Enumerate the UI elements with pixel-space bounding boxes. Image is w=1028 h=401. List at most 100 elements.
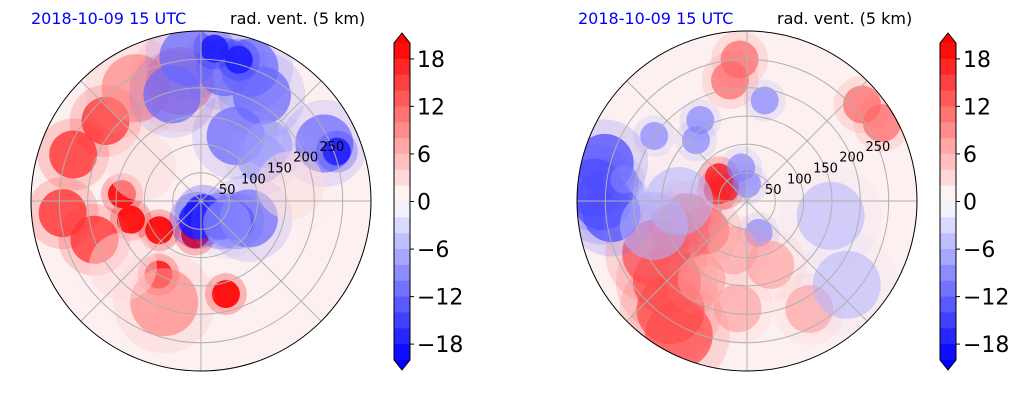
field-patch xyxy=(203,198,251,247)
colorbar-segment xyxy=(940,328,956,345)
angular-gridline xyxy=(80,200,202,322)
colorbar-tick-label: 0 xyxy=(963,191,977,216)
plot-outline xyxy=(576,30,918,372)
colorbar-segment xyxy=(394,185,410,203)
colorbar-outline xyxy=(393,32,411,371)
colorbar-segment xyxy=(394,328,410,345)
colorbar-segment xyxy=(394,58,410,76)
colorbar-segment xyxy=(394,217,410,234)
field-patch xyxy=(49,130,98,179)
chart-title: rad. vent. (5 km) xyxy=(230,9,365,28)
radial-tick-label: 150 xyxy=(267,162,292,177)
colorbar-segment xyxy=(394,264,410,282)
field-patch xyxy=(200,34,229,63)
colorbar-tick-label: 6 xyxy=(417,143,431,168)
chart-panel-right: 2018-10-09 15 UTC rad. vent. (5 km) 50 10… xyxy=(576,9,1009,372)
field-patch xyxy=(108,133,177,201)
colorbar-segment xyxy=(940,185,956,203)
colorbar-tick-label: 12 xyxy=(417,95,445,120)
field-patch xyxy=(619,191,688,260)
colorbar-segment xyxy=(940,264,956,282)
colorbar-tick-label: −6 xyxy=(963,238,995,263)
colorbar-segment xyxy=(940,43,956,60)
field-patch xyxy=(812,250,881,319)
colorbar-extend-min xyxy=(394,360,410,370)
colorbar-segment xyxy=(394,153,410,171)
colorbar-tick-label: −18 xyxy=(963,333,1009,358)
field-patch xyxy=(704,163,733,192)
colorbar-segment xyxy=(394,169,410,187)
colorbar-extend-max xyxy=(394,33,410,43)
field-patch xyxy=(709,226,758,275)
colorbar-segment xyxy=(394,280,410,298)
colorbar-segment xyxy=(940,233,956,250)
date-label: 2018-10-09 15 UTC xyxy=(578,9,733,28)
radial-tick-label: 200 xyxy=(839,151,864,166)
colorbar-segment xyxy=(394,106,410,123)
colorbar-segment xyxy=(940,58,956,76)
colorbar-segment xyxy=(394,122,410,139)
colorbar-tick-label: −12 xyxy=(963,286,1009,311)
colorbar-segment xyxy=(394,74,410,92)
colorbar-segment xyxy=(394,249,410,266)
field-patch-halo xyxy=(239,134,342,237)
radial-tick-label: 200 xyxy=(293,151,318,166)
colorbar-segment xyxy=(394,296,410,314)
colorbar: 18 12 6 0 −6 −12 −18 xyxy=(939,32,1009,371)
field-patch xyxy=(727,153,756,182)
field-patch xyxy=(750,86,779,115)
colorbar-segment xyxy=(394,312,410,329)
field-patch xyxy=(610,165,639,194)
radial-tick-label: 250 xyxy=(319,140,344,155)
colorbar-tick-label: −12 xyxy=(417,286,463,311)
date-label: 2018-10-09 15 UTC xyxy=(31,9,186,28)
colorbar-segment xyxy=(940,153,956,171)
chart-panel-left: 2018-10-09 15 UTC rad. vent. (5 km) 50 10… xyxy=(30,9,463,372)
field-patch xyxy=(863,104,901,143)
colorbar-segment xyxy=(940,217,956,234)
colorbar-segment xyxy=(940,169,956,187)
field-patch xyxy=(88,232,157,301)
angular-gridline xyxy=(746,200,868,322)
angular-gridline xyxy=(746,80,868,202)
colorbar-segment xyxy=(394,43,410,60)
field-patch xyxy=(116,205,145,234)
radial-tick-label: 250 xyxy=(865,140,890,155)
angular-gridline xyxy=(80,80,202,202)
field-patch xyxy=(130,268,199,337)
radial-tick-label: 50 xyxy=(765,183,782,198)
colorbar-tick-label: 0 xyxy=(417,191,431,216)
field-patch xyxy=(145,216,174,245)
colorbar-segment xyxy=(940,296,956,314)
field-patch xyxy=(211,280,240,309)
colorbar-segment xyxy=(394,233,410,250)
colorbar-tick-label: −18 xyxy=(417,333,463,358)
colorbar-segment xyxy=(394,138,410,155)
colorbar-segment xyxy=(940,106,956,123)
field-patch xyxy=(322,137,351,166)
colorbar-tick-label: 12 xyxy=(963,95,991,120)
colorbar-tick-label: −6 xyxy=(417,238,449,263)
colorbar-segment xyxy=(394,90,410,107)
radial-tick-label: 100 xyxy=(241,172,266,187)
field-patch xyxy=(686,106,715,134)
angular-gridline xyxy=(200,80,322,202)
colorbar-segment xyxy=(394,344,410,361)
colorbar-segment xyxy=(940,201,956,218)
field-layer xyxy=(31,31,368,354)
colorbar-extend-min xyxy=(940,360,956,370)
colorbar-outline xyxy=(939,32,957,371)
field-patch xyxy=(711,61,749,100)
colorbar: 18 12 6 0 −6 −12 −18 xyxy=(393,32,463,371)
field-patch-halo xyxy=(71,215,174,318)
radial-tick-label: 150 xyxy=(813,162,838,177)
colorbar-tick-label: 6 xyxy=(963,143,977,168)
radial-tick-label: 100 xyxy=(787,172,812,187)
colorbar-segment xyxy=(940,312,956,329)
colorbar-segment xyxy=(940,138,956,155)
field-patch xyxy=(713,284,762,333)
field-patch xyxy=(677,255,726,304)
plot-outline xyxy=(30,30,372,372)
